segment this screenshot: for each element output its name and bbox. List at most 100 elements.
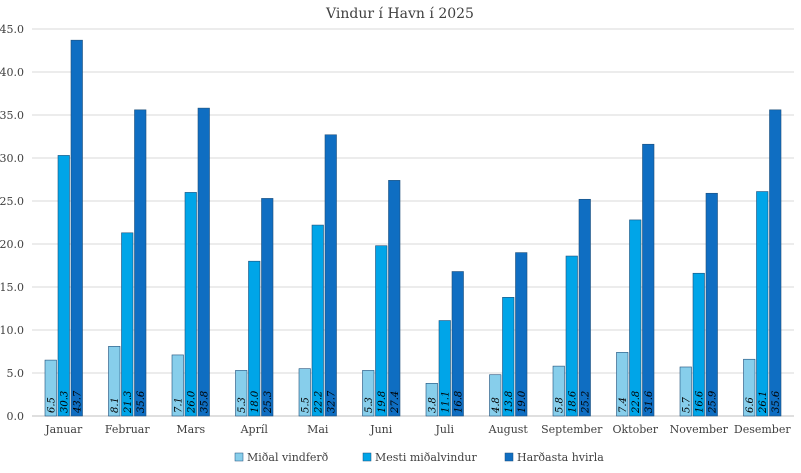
y-tick-label: 5.0	[7, 367, 25, 380]
data-label: 18.0	[250, 390, 261, 413]
data-label: 13.8	[504, 391, 515, 413]
data-label: 21.3	[123, 391, 134, 414]
x-tick-label: Februar	[105, 423, 150, 436]
x-tick-label: Apríl	[240, 423, 269, 436]
bar-2	[438, 320, 451, 417]
data-label: 16.6	[694, 390, 705, 413]
x-tick-label: Desember	[734, 423, 791, 436]
bar-3	[642, 143, 655, 417]
data-label: 26.1	[758, 391, 769, 414]
data-label: 7.4	[618, 397, 629, 413]
bar-1	[362, 370, 375, 417]
x-tick-label: Juli	[434, 423, 454, 436]
bar-1	[44, 359, 57, 417]
x-tick-label: Oktober	[612, 423, 658, 436]
data-label: 43.7	[72, 390, 83, 414]
bar-2	[756, 191, 769, 417]
bar-1	[108, 346, 121, 417]
bar-2	[184, 192, 197, 417]
y-tick-label: 45.0	[0, 23, 24, 36]
x-tick-label: November	[670, 423, 729, 436]
x-tick-label: Januar	[44, 423, 83, 436]
y-tick-label: 20.0	[0, 238, 24, 251]
y-tick-label: 35.0	[0, 109, 24, 122]
bar-2	[311, 224, 324, 417]
x-tick-label: Juni	[369, 423, 393, 436]
bar-1	[171, 354, 184, 417]
x-tick-label: Mai	[307, 423, 329, 436]
data-label: 16.8	[453, 391, 464, 413]
bar-3	[769, 109, 782, 417]
y-tick-label: 10.0	[0, 324, 24, 337]
x-tick-label: August	[488, 423, 529, 436]
data-label: 6.6	[745, 396, 756, 413]
data-label: 19.0	[517, 390, 528, 413]
data-label: 22.8	[631, 391, 642, 414]
legend-label: Harðasta hvirla	[517, 451, 604, 464]
bar-1	[235, 370, 248, 417]
data-label: 27.4	[390, 391, 401, 414]
bar-3	[578, 198, 591, 417]
bar-3	[324, 134, 337, 417]
data-label: 22.2	[313, 391, 324, 414]
bar-3	[451, 271, 464, 417]
data-label: 35.6	[136, 390, 147, 413]
bar-3	[70, 39, 83, 417]
bar-3	[197, 107, 210, 417]
data-label: 19.8	[377, 391, 388, 413]
data-label: 31.6	[644, 390, 655, 413]
chart-title: Vindur í Havn í 2025	[325, 6, 474, 22]
data-label: 5.7	[681, 396, 692, 413]
data-label: 35.8	[199, 391, 210, 413]
data-label: 18.6	[567, 390, 578, 413]
bar-1	[616, 352, 629, 417]
bar-3	[705, 192, 718, 417]
bar-1	[552, 365, 565, 417]
data-label: 25.3	[263, 391, 274, 414]
data-label: 5.5	[300, 397, 311, 413]
legend-swatch	[234, 452, 244, 462]
bar-2	[375, 245, 388, 417]
bar-2	[57, 155, 70, 417]
legend-swatch	[362, 452, 372, 462]
data-label: 35.6	[771, 390, 782, 413]
bar-1	[679, 366, 692, 417]
bar-1	[489, 374, 502, 417]
data-label: 3.8	[427, 397, 438, 413]
x-tick-label: Mars	[176, 423, 205, 436]
bar-2	[565, 255, 578, 417]
bar-2	[692, 272, 705, 417]
bar-3	[134, 109, 147, 417]
legend-swatch	[504, 452, 514, 462]
bar-2	[629, 219, 642, 417]
data-label: 32.7	[326, 390, 337, 413]
bar-3	[515, 252, 528, 417]
data-label: 6.5	[46, 397, 57, 413]
data-label: 5.3	[237, 397, 248, 413]
data-label: 7.1	[173, 397, 184, 413]
y-tick-label: 15.0	[0, 281, 24, 294]
y-tick-label: 30.0	[0, 152, 24, 165]
data-label: 5.8	[554, 397, 565, 413]
bar-2	[121, 232, 134, 417]
bar-1	[425, 383, 438, 417]
x-tick-label: September	[541, 423, 603, 436]
data-label: 5.3	[364, 397, 375, 413]
data-label: 4.8	[491, 397, 502, 414]
data-label: 25.9	[707, 390, 718, 414]
legend-label: Miðal vindferð	[247, 451, 329, 464]
legend-label: Mesti miðalvindur	[375, 451, 477, 464]
data-label: 8.1	[110, 397, 121, 413]
bar-3	[388, 180, 401, 417]
y-tick-label: 25.0	[0, 195, 24, 208]
data-label: 26.0	[186, 390, 197, 414]
bar-3	[261, 198, 274, 417]
bar-1	[298, 368, 311, 417]
bar-2	[502, 297, 515, 417]
y-tick-label: 0.0	[7, 410, 25, 423]
data-label: 30.3	[59, 391, 70, 413]
y-tick-label: 40.0	[0, 66, 24, 79]
bar-1	[743, 358, 756, 417]
